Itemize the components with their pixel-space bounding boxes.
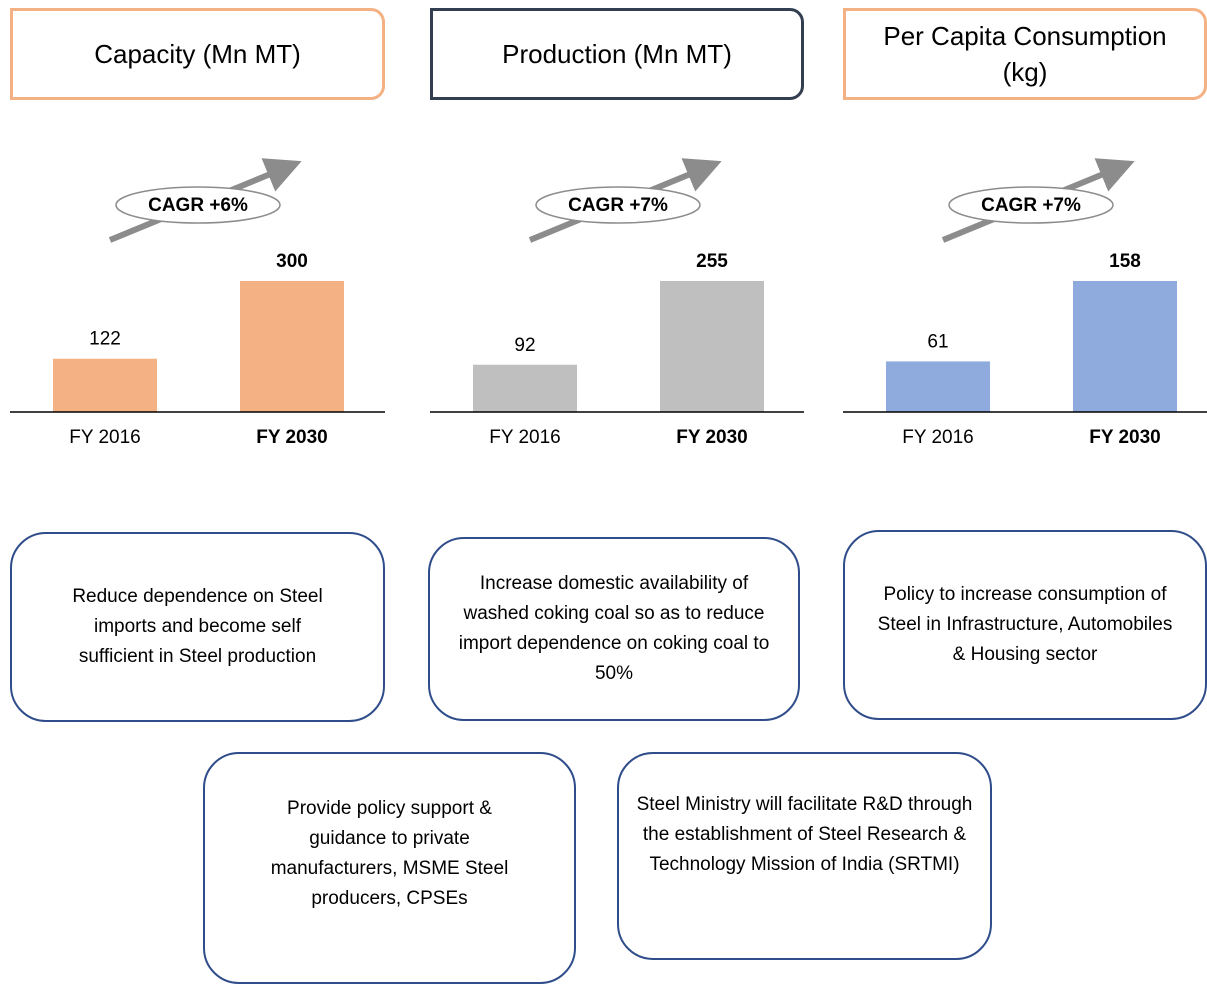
value-label: 92 (514, 335, 535, 356)
value-label: 122 (89, 329, 121, 350)
chart-title-box: Production (Mn MT) (430, 8, 804, 100)
bar (1073, 281, 1177, 412)
note-box: Steel Ministry will facilitate R&D throu… (617, 752, 992, 960)
note-box-text: Policy to increase consumption of Steel … (877, 584, 1173, 665)
annotation: CAGR +6% (148, 195, 248, 216)
category-label: FY 2016 (69, 427, 140, 448)
page: {"chart_data": [ {"type": "bar", "title"… (10, 8, 1207, 984)
bar (473, 364, 577, 412)
note-box: Increase domestic availability of washed… (428, 537, 800, 721)
value-label: 255 (696, 251, 728, 272)
bar (53, 358, 157, 412)
charts: CAGR +6% 122 FY 2016 300 FY 2030 CAGR +7% 92 FY… (10, 158, 1207, 448)
chart-title-box: Per Capita Consumption (kg) (843, 8, 1207, 100)
category-label: FY 2016 (489, 427, 560, 448)
annotation-ellipse (948, 186, 1114, 224)
value-label: 300 (276, 251, 308, 272)
chart-title-box-text: Per Capita Consumption (kg) (883, 21, 1167, 87)
chart-title-box-text: Capacity (Mn MT) (94, 39, 301, 69)
note-box-text: Reduce dependence on Steel imports and b… (72, 586, 323, 667)
category-label: FY 2030 (1089, 427, 1160, 448)
annotation: CAGR +7% (981, 195, 1081, 216)
bar (240, 281, 344, 412)
note-box-text: Provide policy support & guidance to pri… (270, 798, 509, 909)
category-label: FY 2030 (256, 427, 327, 448)
note-box-text: Increase domestic availability of washed… (458, 573, 770, 684)
note-box: Provide policy support & guidance to pri… (203, 752, 576, 984)
note-box: Reduce dependence on Steel imports and b… (10, 532, 385, 722)
chart-title-box: Capacity (Mn MT) (10, 8, 385, 100)
chart-title-box-text: Production (Mn MT) (502, 39, 732, 69)
note-box: Policy to increase consumption of Steel … (843, 530, 1207, 720)
bar (660, 281, 764, 412)
bar (886, 361, 990, 412)
value-label: 158 (1109, 251, 1141, 272)
category-label: FY 2030 (676, 427, 747, 448)
value-label: 61 (927, 331, 948, 352)
category-label: FY 2016 (902, 427, 973, 448)
annotation: CAGR +7% (568, 195, 668, 216)
annotation-ellipse (535, 186, 701, 224)
note-box-text: Steel Ministry will facilitate R&D throu… (636, 794, 973, 875)
annotation-ellipse (115, 186, 281, 224)
